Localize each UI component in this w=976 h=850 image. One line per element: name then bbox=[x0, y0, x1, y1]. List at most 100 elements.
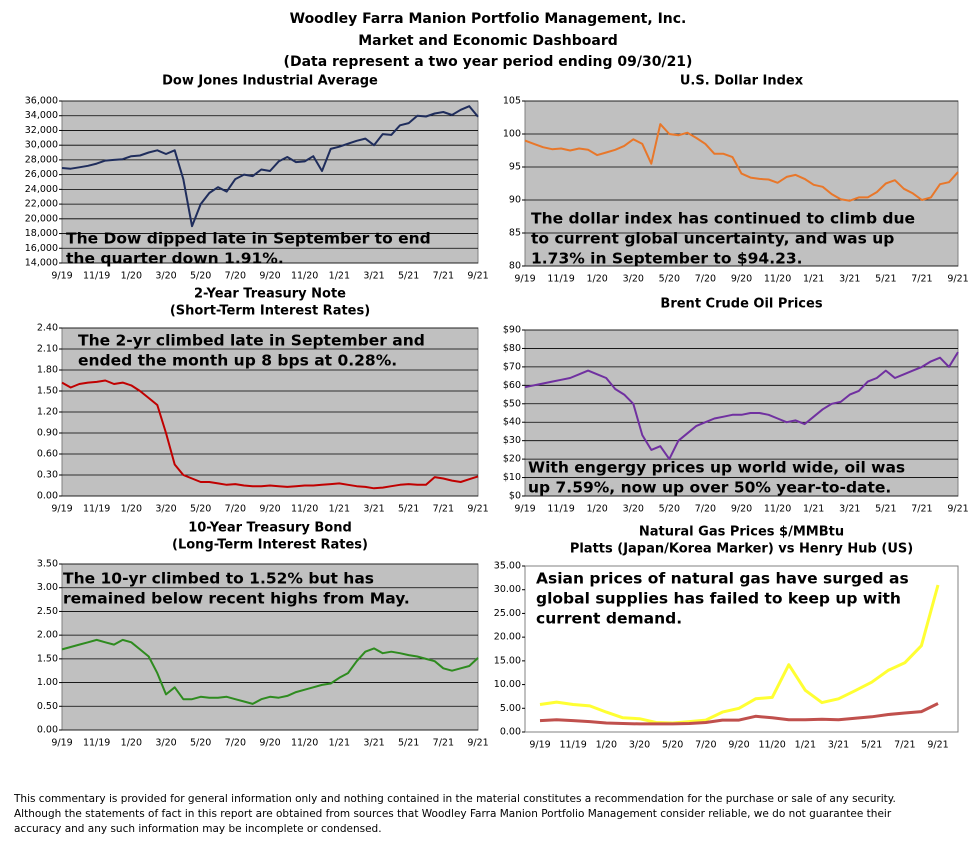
y-tick-label: 15.00 bbox=[494, 655, 521, 666]
x-tick-label: 1/21 bbox=[795, 740, 816, 751]
plot-area bbox=[61, 563, 479, 731]
chart-subtitle: (Short-Term Interest Rates) bbox=[170, 304, 370, 319]
annotation: current demand. bbox=[536, 610, 682, 628]
x-tick-label: 9/21 bbox=[947, 274, 968, 285]
plot-area bbox=[61, 100, 479, 264]
series-line bbox=[539, 702, 939, 726]
series-line bbox=[61, 379, 479, 490]
y-tick-label: $20 bbox=[503, 454, 521, 465]
x-tick-label: 11/20 bbox=[291, 271, 318, 282]
y-tick-label: 1.80 bbox=[37, 365, 58, 376]
y-tick-label: 0.30 bbox=[37, 470, 58, 481]
annotation: remained below recent highs from May. bbox=[63, 590, 410, 608]
x-tick-label: 9/20 bbox=[731, 274, 752, 285]
header-title: Woodley Farra Manion Portfolio Managemen… bbox=[290, 11, 687, 27]
x-tick-label: 7/20 bbox=[225, 271, 246, 282]
chart-subtitle: (Long-Term Interest Rates) bbox=[172, 538, 368, 553]
y-tick-label: 2.00 bbox=[37, 630, 58, 641]
x-tick-label: 3/21 bbox=[363, 504, 384, 515]
y-tick-label: 0.50 bbox=[37, 701, 58, 712]
y-tick-label: 20,000 bbox=[25, 213, 58, 224]
y-tick-label: 30.00 bbox=[494, 584, 521, 595]
y-tick-label: 18,000 bbox=[25, 228, 58, 239]
y-tick-label: 3.00 bbox=[37, 582, 58, 593]
x-tick-label: 9/19 bbox=[51, 271, 72, 282]
header-note: (Data represent a two year period ending… bbox=[284, 54, 693, 70]
x-tick-label: 7/20 bbox=[225, 738, 246, 749]
x-tick-label: 9/20 bbox=[259, 738, 280, 749]
x-tick-label: 7/21 bbox=[894, 740, 915, 751]
x-tick-label: 11/20 bbox=[764, 274, 791, 285]
x-tick-label: 7/20 bbox=[695, 740, 716, 751]
x-tick-label: 3/21 bbox=[363, 738, 384, 749]
x-tick-label: 3/20 bbox=[155, 738, 176, 749]
annotation: to current global uncertainty, and was u… bbox=[531, 230, 894, 248]
annotation: global supplies has failed to keep up wi… bbox=[536, 590, 901, 608]
x-tick-label: 9/20 bbox=[259, 504, 280, 515]
x-tick-label: 5/21 bbox=[875, 274, 896, 285]
x-tick-label: 7/21 bbox=[911, 504, 932, 515]
y-tick-label: 1.50 bbox=[37, 653, 58, 664]
x-tick-label: 5/20 bbox=[190, 738, 211, 749]
footer-line: Although the statements of fact in this … bbox=[14, 808, 892, 820]
chart-title: 2-Year Treasury Note bbox=[194, 287, 346, 302]
x-tick-label: 9/20 bbox=[259, 271, 280, 282]
y-tick-label: $70 bbox=[503, 361, 521, 372]
y-tick-label: 1.20 bbox=[37, 407, 58, 418]
x-tick-label: 7/20 bbox=[225, 504, 246, 515]
x-tick-label: 7/21 bbox=[433, 738, 454, 749]
x-tick-label: 9/19 bbox=[51, 504, 72, 515]
x-tick-label: 3/21 bbox=[828, 740, 849, 751]
x-tick-label: 11/19 bbox=[547, 274, 574, 285]
y-tick-label: 0.00 bbox=[500, 727, 521, 738]
x-tick-label: 5/21 bbox=[398, 504, 419, 515]
x-tick-label: 1/21 bbox=[803, 274, 824, 285]
y-tick-label: 26,000 bbox=[25, 169, 58, 180]
y-tick-label: 22,000 bbox=[25, 199, 58, 210]
x-tick-label: 3/21 bbox=[839, 504, 860, 515]
y-tick-label: $10 bbox=[503, 472, 521, 483]
x-tick-label: 1/21 bbox=[329, 504, 350, 515]
y-tick-label: 16,000 bbox=[25, 243, 58, 254]
x-tick-label: 5/20 bbox=[662, 740, 683, 751]
annotation: 1.73% in September to $94.23. bbox=[531, 250, 803, 268]
y-tick-label: 36,000 bbox=[25, 96, 58, 107]
x-tick-label: 9/19 bbox=[514, 504, 535, 515]
x-tick-label: 3/20 bbox=[623, 504, 644, 515]
y-tick-label: 85 bbox=[509, 228, 521, 239]
annotation: The 10-yr climbed to 1.52% but has bbox=[63, 570, 374, 588]
x-tick-label: 1/20 bbox=[121, 271, 142, 282]
y-tick-label: $50 bbox=[503, 398, 521, 409]
x-tick-label: 9/21 bbox=[467, 271, 488, 282]
annotation: The dollar index has continued to climb … bbox=[531, 210, 915, 228]
x-tick-label: 7/21 bbox=[433, 504, 454, 515]
annotation: ended the month up 8 bps at 0.28%. bbox=[78, 352, 397, 370]
x-tick-label: 5/21 bbox=[861, 740, 882, 751]
y-tick-label: 80 bbox=[509, 261, 521, 272]
y-tick-label: 34,000 bbox=[25, 110, 58, 121]
x-tick-label: 11/20 bbox=[764, 504, 791, 515]
y-tick-label: 2.50 bbox=[37, 606, 58, 617]
x-tick-label: 3/21 bbox=[839, 274, 860, 285]
x-tick-label: 1/21 bbox=[329, 271, 350, 282]
y-tick-label: $30 bbox=[503, 435, 521, 446]
y-tick-label: 3.50 bbox=[37, 559, 58, 570]
x-tick-label: 7/21 bbox=[433, 271, 454, 282]
y-tick-label: 5.00 bbox=[500, 703, 521, 714]
x-tick-label: 9/21 bbox=[467, 738, 488, 749]
x-tick-label: 9/21 bbox=[927, 740, 948, 751]
x-tick-label: 5/21 bbox=[398, 271, 419, 282]
x-tick-label: 3/20 bbox=[155, 504, 176, 515]
y-tick-label: 10.00 bbox=[494, 679, 521, 690]
y-tick-label: 25.00 bbox=[494, 608, 521, 619]
y-tick-label: 28,000 bbox=[25, 154, 58, 165]
x-tick-label: 9/19 bbox=[529, 740, 550, 751]
x-tick-label: 11/19 bbox=[559, 740, 586, 751]
x-tick-label: 3/20 bbox=[629, 740, 650, 751]
x-tick-label: 11/20 bbox=[291, 504, 318, 515]
series-line bbox=[524, 123, 959, 202]
x-tick-label: 3/21 bbox=[363, 271, 384, 282]
x-tick-label: 11/20 bbox=[758, 740, 785, 751]
x-tick-label: 3/20 bbox=[155, 271, 176, 282]
